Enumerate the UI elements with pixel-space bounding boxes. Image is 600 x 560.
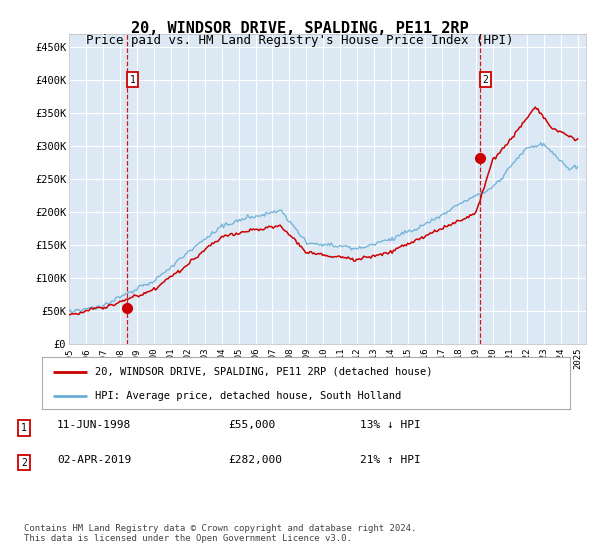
Text: HPI: Average price, detached house, South Holland: HPI: Average price, detached house, Sout… (95, 391, 401, 401)
Text: £55,000: £55,000 (228, 420, 275, 430)
Text: 20, WINDSOR DRIVE, SPALDING, PE11 2RP (detached house): 20, WINDSOR DRIVE, SPALDING, PE11 2RP (d… (95, 367, 432, 377)
Text: 02-APR-2019: 02-APR-2019 (57, 455, 131, 465)
Text: 20, WINDSOR DRIVE, SPALDING, PE11 2RP: 20, WINDSOR DRIVE, SPALDING, PE11 2RP (131, 21, 469, 36)
Text: Price paid vs. HM Land Registry's House Price Index (HPI): Price paid vs. HM Land Registry's House … (86, 34, 514, 46)
Text: 1: 1 (130, 75, 136, 85)
Text: 13% ↓ HPI: 13% ↓ HPI (360, 420, 421, 430)
Text: 11-JUN-1998: 11-JUN-1998 (57, 420, 131, 430)
Text: 2: 2 (482, 75, 488, 85)
Text: 2: 2 (21, 458, 27, 468)
Text: Contains HM Land Registry data © Crown copyright and database right 2024.
This d: Contains HM Land Registry data © Crown c… (24, 524, 416, 543)
Text: 21% ↑ HPI: 21% ↑ HPI (360, 455, 421, 465)
Text: 1: 1 (21, 423, 27, 433)
Text: £282,000: £282,000 (228, 455, 282, 465)
